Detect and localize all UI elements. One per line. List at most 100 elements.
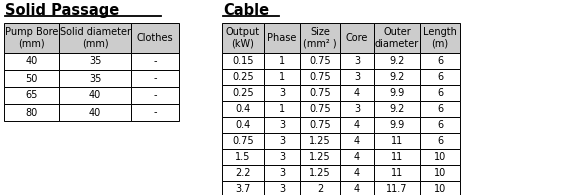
Bar (4, 23, 59, 53)
Text: 4: 4 (354, 168, 360, 178)
Text: 3.7: 3.7 (236, 184, 251, 194)
Bar (131, 23, 179, 53)
Text: Pump Bore
(mm): Pump Bore (mm) (5, 27, 58, 49)
Bar (264, 117, 300, 133)
Text: 4: 4 (354, 136, 360, 146)
Bar (222, 181, 264, 195)
Bar (374, 85, 420, 101)
Text: Core: Core (346, 33, 368, 43)
Text: 9.9: 9.9 (390, 88, 405, 98)
Bar (222, 149, 264, 165)
Text: 2: 2 (317, 184, 323, 194)
Text: 1: 1 (279, 72, 285, 82)
Bar (420, 101, 460, 117)
Text: 3: 3 (279, 120, 285, 130)
Text: 1.25: 1.25 (309, 168, 331, 178)
Bar (374, 23, 420, 53)
Text: -: - (153, 107, 157, 118)
Bar (264, 53, 300, 69)
Bar (131, 104, 179, 121)
Bar (222, 85, 264, 101)
Text: 3: 3 (279, 184, 285, 194)
Bar (300, 133, 340, 149)
Bar (420, 53, 460, 69)
Bar (340, 85, 374, 101)
Bar (374, 181, 420, 195)
Text: 11: 11 (391, 136, 403, 146)
Bar (300, 23, 340, 53)
Bar (222, 133, 264, 149)
Bar (4, 53, 59, 70)
Text: 40: 40 (25, 57, 38, 66)
Bar (222, 23, 264, 53)
Text: 0.25: 0.25 (232, 88, 254, 98)
Bar (59, 70, 131, 87)
Bar (300, 181, 340, 195)
Text: 0.75: 0.75 (309, 104, 331, 114)
Text: 0.25: 0.25 (232, 72, 254, 82)
Bar (340, 133, 374, 149)
Bar (340, 69, 374, 85)
Bar (131, 87, 179, 104)
Text: -: - (153, 57, 157, 66)
Text: 9.2: 9.2 (389, 56, 405, 66)
Bar (131, 53, 179, 70)
Bar (374, 133, 420, 149)
Text: -: - (153, 74, 157, 83)
Text: 0.75: 0.75 (309, 56, 331, 66)
Text: -: - (153, 90, 157, 100)
Bar (300, 117, 340, 133)
Text: 6: 6 (437, 72, 443, 82)
Bar (420, 149, 460, 165)
Bar (222, 53, 264, 69)
Text: Outer
diameter: Outer diameter (375, 27, 419, 49)
Bar (420, 165, 460, 181)
Text: 0.4: 0.4 (236, 120, 250, 130)
Text: 4: 4 (354, 120, 360, 130)
Text: 1.25: 1.25 (309, 152, 331, 162)
Text: 65: 65 (25, 90, 38, 100)
Bar (264, 165, 300, 181)
Bar (300, 149, 340, 165)
Text: 0.75: 0.75 (232, 136, 254, 146)
Bar (374, 69, 420, 85)
Text: 6: 6 (437, 120, 443, 130)
Bar (340, 117, 374, 133)
Text: 10: 10 (434, 168, 446, 178)
Bar (374, 149, 420, 165)
Text: 6: 6 (437, 88, 443, 98)
Text: 1.5: 1.5 (236, 152, 251, 162)
Bar (300, 69, 340, 85)
Bar (59, 53, 131, 70)
Bar (264, 85, 300, 101)
Text: 4: 4 (354, 152, 360, 162)
Bar (374, 101, 420, 117)
Bar (4, 87, 59, 104)
Bar (222, 69, 264, 85)
Text: 0.75: 0.75 (309, 72, 331, 82)
Text: 3: 3 (354, 56, 360, 66)
Text: 6: 6 (437, 136, 443, 146)
Bar (264, 69, 300, 85)
Text: Solid diameter
(mm): Solid diameter (mm) (60, 27, 131, 49)
Text: 3: 3 (279, 168, 285, 178)
Text: Phase: Phase (268, 33, 297, 43)
Text: 1: 1 (279, 56, 285, 66)
Text: 4: 4 (354, 88, 360, 98)
Text: 6: 6 (437, 104, 443, 114)
Bar (4, 70, 59, 87)
Bar (340, 23, 374, 53)
Bar (420, 117, 460, 133)
Text: Length
(m): Length (m) (423, 27, 457, 49)
Text: 50: 50 (25, 74, 38, 83)
Bar (131, 70, 179, 87)
Bar (300, 165, 340, 181)
Text: 1: 1 (279, 104, 285, 114)
Bar (300, 53, 340, 69)
Text: 4: 4 (354, 184, 360, 194)
Text: 35: 35 (89, 74, 101, 83)
Bar (420, 23, 460, 53)
Text: 6: 6 (437, 56, 443, 66)
Text: 0.75: 0.75 (309, 120, 331, 130)
Bar (340, 165, 374, 181)
